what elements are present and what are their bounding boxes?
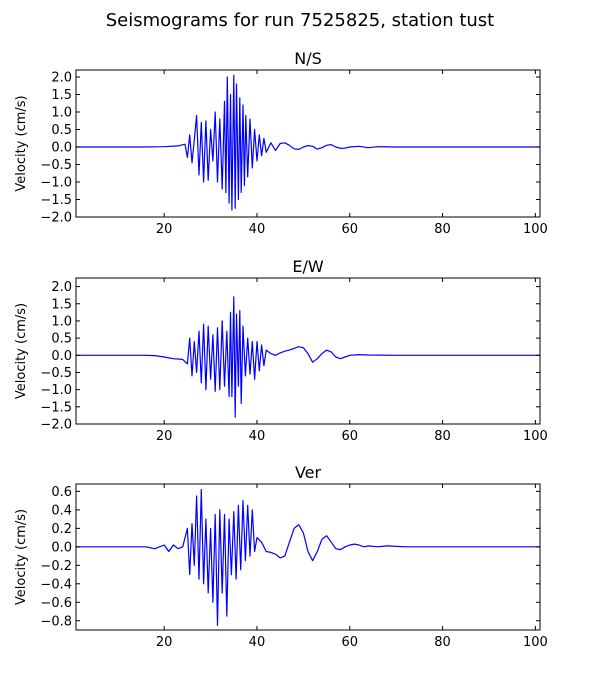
x-tick-label: 40 — [249, 635, 266, 650]
x-tick-label: 80 — [434, 429, 451, 444]
panel-title: E/W — [292, 257, 324, 276]
panel-title: Ver — [295, 463, 322, 482]
trace-line — [76, 296, 540, 418]
trace-line — [76, 74, 540, 211]
axes-frame — [75, 483, 541, 631]
axes-frame — [75, 277, 541, 425]
x-tick-label: 100 — [523, 222, 548, 237]
y-tick-label: 0.2 — [51, 522, 72, 537]
x-tick-label: 20 — [156, 222, 173, 237]
y-tick-label: 0.6 — [51, 485, 72, 500]
y-tick-label: 0.5 — [51, 123, 72, 138]
y-tick-label: 1.0 — [51, 314, 72, 329]
y-tick-label: −1.0 — [40, 383, 72, 398]
panel-title: N/S — [294, 49, 322, 68]
x-tick-label: 80 — [434, 635, 451, 650]
y-tick-label: −0.5 — [40, 366, 72, 381]
y-tick-label: −0.2 — [40, 559, 72, 574]
panel-2: Ver Velocity (cm/s) 20 40 60 80 100 −0.8 −0.6 −0.… — [14, 463, 548, 650]
y-tick-label: 0.4 — [51, 503, 72, 518]
y-tick-label: 1.5 — [51, 297, 72, 312]
y-tick-label: 1.5 — [51, 88, 72, 103]
y-tick-label: 2.0 — [51, 71, 72, 86]
panel-0: N/S Velocity (cm/s) 20 40 60 80 100 −2.0 −1.5 −1.… — [14, 49, 548, 237]
x-tick-label: 20 — [156, 429, 173, 444]
y-tick-label: 0.0 — [51, 141, 72, 156]
x-tick-label: 100 — [523, 429, 548, 444]
y-tick-label: −1.0 — [40, 176, 72, 191]
y-axis-label: Velocity (cm/s) — [14, 303, 29, 399]
x-tick-label: 20 — [156, 635, 173, 650]
y-tick-label: −0.8 — [40, 614, 72, 629]
axes-frame — [75, 69, 541, 218]
x-tick-label: 100 — [523, 635, 548, 650]
y-tick-label: −1.5 — [40, 193, 72, 208]
trace-line — [76, 488, 540, 626]
y-axis-label: Velocity (cm/s) — [14, 509, 29, 605]
y-tick-label: 0.5 — [51, 332, 72, 347]
y-axis-label: Velocity (cm/s) — [14, 95, 29, 191]
y-tick-label: 0.0 — [51, 540, 72, 555]
y-tick-label: −1.5 — [40, 400, 72, 415]
y-tick-label: 1.0 — [51, 106, 72, 121]
y-tick-label: −0.6 — [40, 596, 72, 611]
figure-title: Seismograms for run 7525825, station tus… — [105, 10, 495, 31]
y-tick-label: −2.0 — [40, 211, 72, 226]
y-tick-label: −0.5 — [40, 158, 72, 173]
y-tick-label: 2.0 — [51, 280, 72, 295]
x-tick-label: 60 — [341, 222, 358, 237]
x-tick-label: 40 — [249, 222, 266, 237]
panel-1: E/W Velocity (cm/s) 20 40 60 80 100 −2.0 −1.5 −1.… — [14, 257, 548, 444]
x-tick-label: 40 — [249, 429, 266, 444]
y-tick-label: −0.4 — [40, 577, 72, 592]
x-tick-label: 60 — [341, 635, 358, 650]
x-tick-label: 80 — [434, 222, 451, 237]
y-tick-label: 0.0 — [51, 349, 72, 364]
x-tick-label: 60 — [341, 429, 358, 444]
y-tick-label: −2.0 — [40, 418, 72, 433]
